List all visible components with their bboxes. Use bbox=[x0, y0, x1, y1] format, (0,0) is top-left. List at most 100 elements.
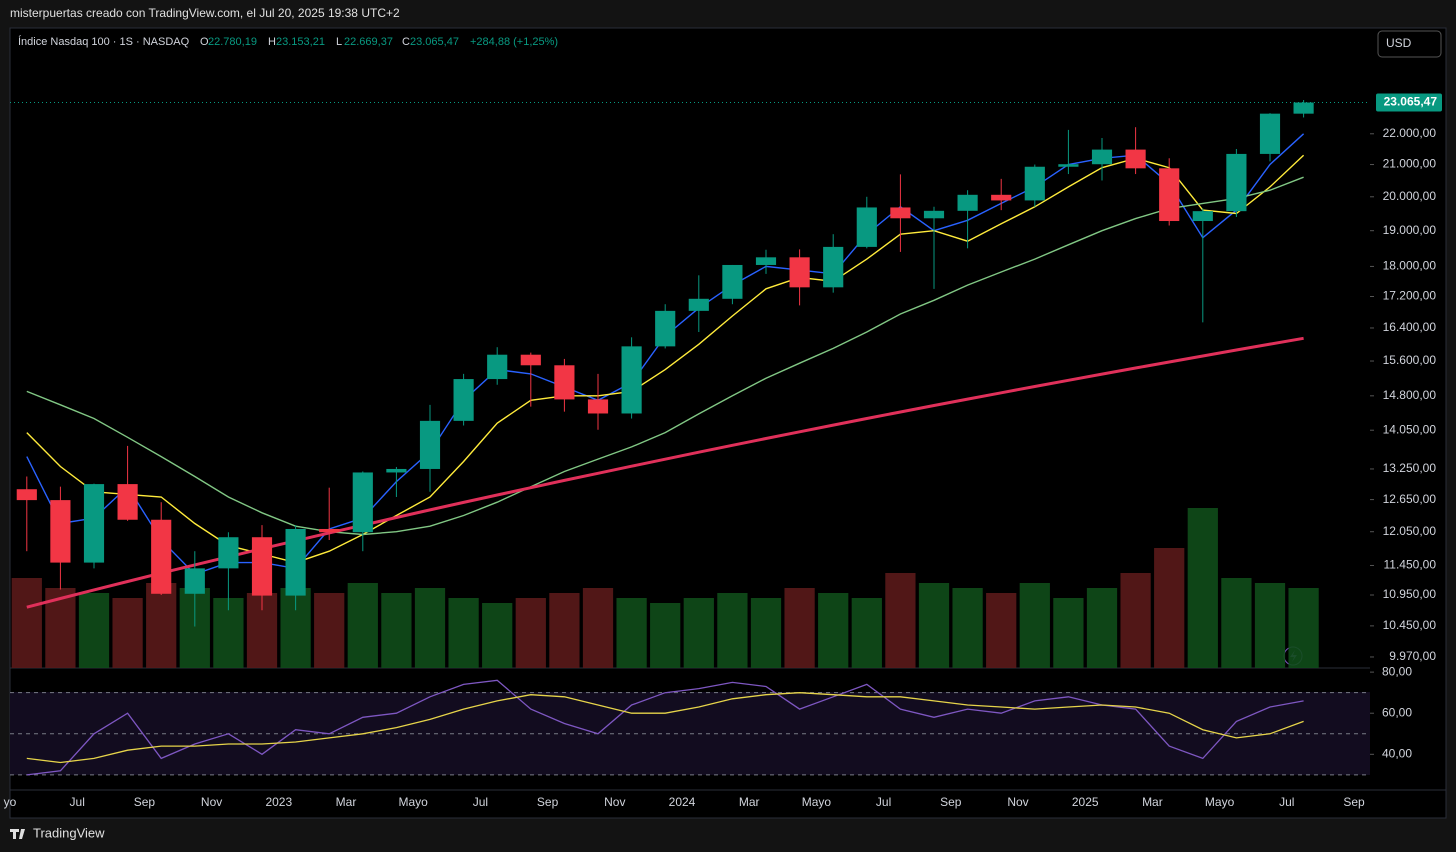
x-tick-label: Nov bbox=[201, 795, 222, 809]
candle-body bbox=[83, 484, 105, 563]
candle-body bbox=[722, 264, 743, 299]
x-tick-label: Mar bbox=[739, 795, 760, 809]
volume-bar bbox=[549, 593, 580, 668]
candle-body bbox=[218, 537, 239, 569]
x-tick-label: Sep bbox=[134, 795, 156, 809]
candle-body bbox=[386, 468, 407, 473]
y-tick-label: 11.450,00 bbox=[1384, 558, 1437, 572]
footer-logo bbox=[10, 829, 25, 839]
moving-average bbox=[26, 154, 1305, 564]
volume-bar bbox=[683, 598, 714, 668]
y-tick-label: 14.050,00 bbox=[1383, 422, 1437, 436]
candle-body bbox=[755, 257, 777, 265]
candle-body bbox=[352, 472, 373, 533]
y-tick-label: 22.000,00 bbox=[1383, 126, 1437, 140]
rsi-line bbox=[26, 692, 1304, 764]
open-value: 22.780,19 bbox=[208, 36, 257, 48]
volume-bar bbox=[1019, 583, 1050, 668]
candle-body bbox=[520, 354, 541, 366]
candle-body bbox=[688, 298, 709, 311]
candle-body bbox=[487, 354, 508, 380]
x-tick-label: Mar bbox=[336, 795, 357, 809]
candle-body bbox=[117, 484, 138, 520]
candle-body bbox=[1293, 102, 1314, 114]
x-tick-label: Mar bbox=[1142, 795, 1163, 809]
symbol: Índice Nasdaq 100 · 1S · NASDAQ bbox=[18, 35, 190, 48]
volume-bar bbox=[1254, 583, 1286, 668]
volume-bar bbox=[818, 593, 849, 668]
candle-body bbox=[789, 257, 810, 288]
volume-bar bbox=[717, 593, 748, 668]
change: +284,88 (+1,25%) bbox=[470, 36, 558, 48]
open-label: O bbox=[200, 36, 209, 48]
currency[interactable]: USD bbox=[1386, 36, 1412, 50]
volume-bar bbox=[112, 598, 143, 668]
x-tick-label: 2023 bbox=[265, 795, 292, 809]
volume-bar bbox=[650, 603, 681, 668]
volume-bar bbox=[750, 598, 782, 668]
x-tick-label: Sep bbox=[1343, 795, 1365, 809]
candle-body bbox=[890, 207, 911, 219]
volume-bar bbox=[482, 603, 513, 668]
candle-body bbox=[856, 207, 877, 247]
y-tick-label: 21.000,00 bbox=[1383, 157, 1437, 171]
volume-bar bbox=[1221, 578, 1252, 668]
rsi-line bbox=[26, 679, 1304, 776]
footer-brand: TradingView bbox=[33, 825, 105, 840]
candle-body bbox=[16, 489, 37, 501]
volume-bar bbox=[448, 598, 479, 668]
candle-body bbox=[957, 194, 978, 211]
x-tick-label: Nov bbox=[1007, 795, 1028, 809]
volume-bar bbox=[1053, 598, 1084, 668]
last-price-tag bbox=[1376, 93, 1442, 112]
chart-frame bbox=[9, 27, 1447, 819]
candle-body bbox=[1159, 168, 1180, 222]
candle-body bbox=[1259, 113, 1281, 154]
x-tick-label: Jul bbox=[70, 795, 85, 809]
candle-body bbox=[285, 528, 306, 596]
candle-body bbox=[419, 420, 441, 469]
volume-bar bbox=[515, 598, 546, 668]
candle-body bbox=[1226, 153, 1247, 212]
y-tick-label: 12.650,00 bbox=[1383, 492, 1437, 506]
x-tick-label: Mayo bbox=[399, 795, 429, 809]
currency-button[interactable] bbox=[1377, 30, 1442, 58]
x-tick-label: Mayo bbox=[1205, 795, 1235, 809]
y-tick-label: 14.800,00 bbox=[1383, 388, 1437, 402]
volume-bar bbox=[347, 583, 378, 668]
y-tick-label: 40,00 bbox=[1382, 746, 1412, 760]
y-tick-label: 80,00 bbox=[1382, 664, 1412, 678]
volume-bar bbox=[986, 593, 1017, 668]
close-value: 23.065,47 bbox=[410, 36, 459, 48]
volume-bar bbox=[1288, 588, 1319, 668]
candle-body bbox=[50, 500, 71, 563]
volume-bar bbox=[1154, 548, 1185, 668]
y-tick-label: 18.000,00 bbox=[1383, 259, 1437, 273]
candle-body bbox=[587, 399, 609, 414]
volume-bar bbox=[582, 588, 614, 668]
y-tick-label: 17.200,00 bbox=[1383, 289, 1437, 303]
volume-bar bbox=[885, 573, 916, 668]
close-label: C bbox=[402, 36, 410, 48]
candle-body bbox=[621, 346, 642, 414]
volume-bar bbox=[952, 588, 983, 668]
volume-bar bbox=[11, 578, 42, 668]
y-tick-label: 12.050,00 bbox=[1383, 524, 1437, 538]
candle-body bbox=[319, 528, 340, 533]
x-tick-label: Sep bbox=[537, 795, 559, 809]
x-tick-label: Mayo bbox=[802, 795, 832, 809]
y-tick-label: 60,00 bbox=[1382, 705, 1412, 719]
y-tick-label: 9.970,00 bbox=[1389, 649, 1436, 663]
moving-average bbox=[26, 176, 1304, 536]
y-tick-label: 10.950,00 bbox=[1383, 587, 1437, 601]
volume-bar bbox=[146, 583, 177, 668]
legend: Índice Nasdaq 100 · 1S · NASDAQ O 22.780… bbox=[18, 35, 558, 48]
y-tick-label: 15.600,00 bbox=[1383, 353, 1437, 367]
moving-average bbox=[26, 336, 1304, 609]
volume-bar bbox=[1120, 573, 1151, 668]
candle-body bbox=[655, 310, 676, 347]
candle-body bbox=[1192, 211, 1213, 222]
x-tick-label: yo bbox=[4, 795, 17, 809]
volume-bar bbox=[616, 598, 647, 668]
